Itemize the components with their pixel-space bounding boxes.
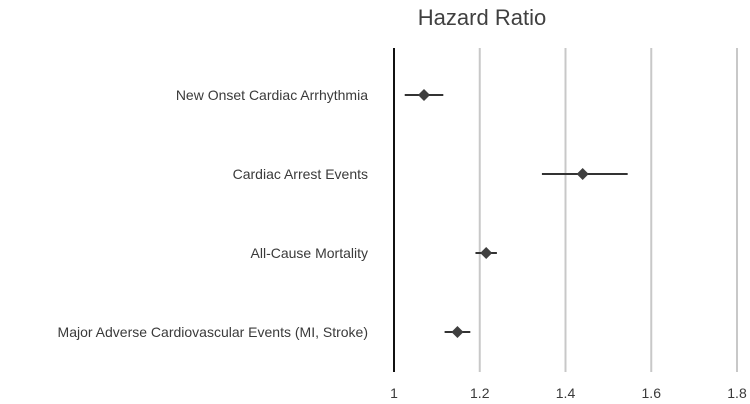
- category-label-1: Cardiac Arrest Events: [233, 166, 368, 182]
- confidence-intervals: [404, 94, 628, 333]
- point-estimate-2: [480, 247, 493, 259]
- chart-title: Hazard Ratio: [418, 5, 546, 30]
- category-label-2: All-Cause Mortality: [251, 245, 368, 261]
- category-label-3: Major Adverse Cardiovascular Events (MI,…: [58, 324, 368, 340]
- x-tick-label-2: 1.4: [556, 385, 576, 401]
- x-tick-label-0: 1: [390, 385, 398, 401]
- x-tick-label-1: 1.2: [470, 385, 490, 401]
- point-estimates: [418, 89, 589, 338]
- gridlines: [478, 48, 738, 372]
- point-estimate-1: [576, 168, 589, 180]
- category-label-0: New Onset Cardiac Arrhythmia: [176, 87, 368, 103]
- category-labels: New Onset Cardiac Arrhythmia Cardiac Arre…: [58, 87, 369, 340]
- x-tick-label-4: 1.8: [727, 385, 747, 401]
- point-estimate-0: [418, 89, 431, 101]
- x-tick-label-3: 1.6: [642, 385, 662, 401]
- x-axis-tick-labels: 1 1.2 1.4 1.6 1.8: [390, 385, 747, 401]
- point-estimate-3: [451, 326, 464, 338]
